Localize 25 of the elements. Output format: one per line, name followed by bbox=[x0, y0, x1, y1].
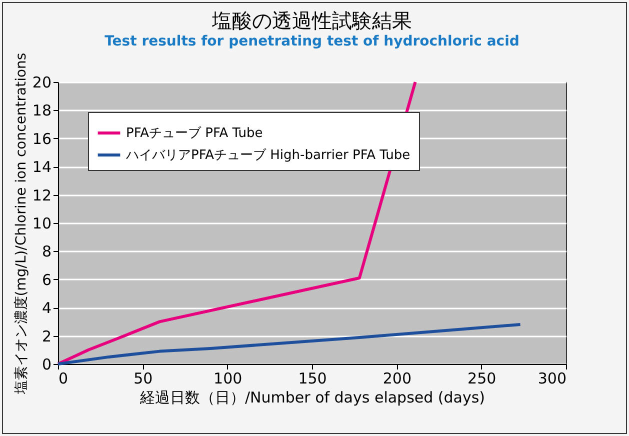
x-axis-title: 経過日数（日）/Number of days elapsed (days) bbox=[138, 388, 486, 406]
y-tick-label: 0 bbox=[42, 356, 52, 374]
y-tick-label: 14 bbox=[32, 158, 52, 176]
x-tick-label: 50 bbox=[134, 370, 153, 388]
y-tick-label: 12 bbox=[32, 186, 52, 204]
chart-subtitle: Test results for penetrating test of hydrochloric acid bbox=[104, 33, 520, 50]
legend-label: ハイバリアPFAチューブ High-barrier PFA Tube bbox=[125, 148, 410, 163]
y-tick-label: 8 bbox=[42, 242, 52, 261]
x-tick-label: 0 bbox=[58, 370, 68, 388]
line-series bbox=[56, 323, 522, 366]
x-tick-label: 150 bbox=[298, 370, 327, 388]
legend-label: PFAチューブ PFA Tube bbox=[126, 126, 263, 141]
y-tick-label: 20 bbox=[32, 74, 52, 92]
y-axis-title: 塩素イオン濃度(mg/L)/Chlorine ion concentrations bbox=[13, 52, 30, 396]
x-tick-label: 250 bbox=[468, 370, 496, 388]
x-tick-label: 100 bbox=[214, 370, 242, 388]
y-tick-label: 10 bbox=[32, 214, 52, 232]
chart-title: 塩酸の透過性試験結果 bbox=[211, 8, 412, 32]
y-tick-label: 2 bbox=[42, 327, 52, 346]
y-tick-label: 6 bbox=[42, 270, 52, 289]
y-tick-label: 16 bbox=[32, 130, 52, 148]
x-tick-label: 300 bbox=[538, 370, 566, 388]
y-tick-label: 18 bbox=[32, 102, 52, 120]
x-tick-label: 200 bbox=[382, 370, 412, 388]
y-tick-label: 4 bbox=[42, 299, 52, 318]
